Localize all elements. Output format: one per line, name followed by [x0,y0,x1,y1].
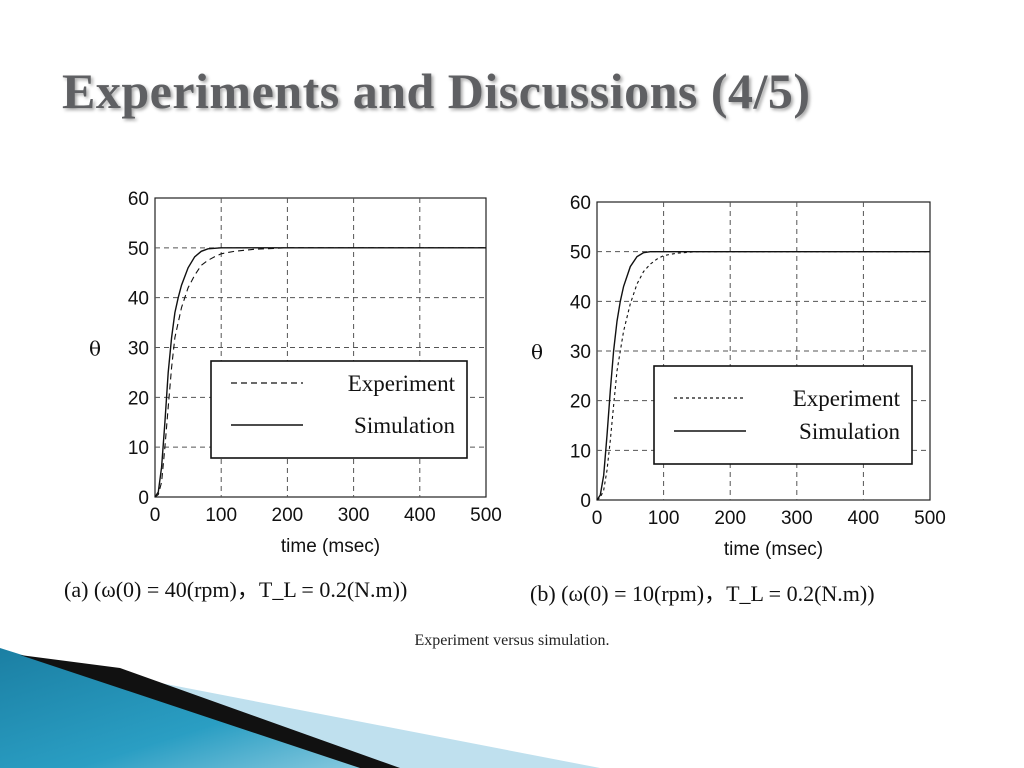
y-tick-label: 30 [128,339,149,360]
y-tick-label: 0 [580,491,591,512]
y-tick-label: 20 [128,388,149,409]
y-axis-title: θ [89,337,101,361]
x-tick-label: 100 [205,505,237,526]
figure-caption: Experiment versus simulation. [414,632,610,649]
x-axis-title: time (msec) [281,536,380,557]
y-axis-title: θ [531,340,543,364]
y-tick-label: 50 [128,239,149,260]
legend-label: Simulation [799,419,900,444]
x-tick-label: 200 [714,508,746,529]
y-tick-label: 40 [570,292,591,313]
y-tick-label: 20 [570,392,591,413]
y-tick-label: 30 [570,342,591,363]
caption-a: (a) (ω(0) = 40(rpm)，T_L = 0.2(N.m)) [64,577,408,602]
x-tick-label: 300 [781,508,813,529]
y-tick-label: 40 [128,289,149,310]
y-tick-label: 60 [128,189,149,210]
x-tick-label: 500 [470,505,502,526]
x-tick-label: 200 [272,505,304,526]
x-tick-label: 100 [648,508,680,529]
decor-dark-stripe [20,655,400,768]
x-tick-label: 300 [338,505,370,526]
x-tick-label: 0 [592,508,603,529]
legend-label: Simulation [354,413,455,438]
y-tick-label: 10 [570,441,591,462]
series-line-simulation [154,247,486,498]
x-tick-label: 0 [150,505,161,526]
series-line-simulation [596,251,930,501]
x-tick-label: 400 [848,508,880,529]
x-tick-label: 400 [404,505,436,526]
series-line-experiment [154,247,486,498]
x-axis-title: time (msec) [724,539,823,560]
legend-label: Experiment [793,386,901,411]
y-tick-label: 0 [138,488,149,509]
slide-title: Experiments and Discussions (4/5) [62,63,811,119]
x-tick-label: 500 [914,508,946,529]
legend-label: Experiment [348,371,456,396]
caption-b: (b) (ω(0) = 10(rpm)，T_L = 0.2(N.m)) [530,581,875,606]
legend-box [653,365,913,465]
y-tick-label: 50 [570,243,591,264]
y-tick-label: 60 [570,193,591,214]
y-tick-label: 10 [128,438,149,459]
legend-box [210,360,468,459]
